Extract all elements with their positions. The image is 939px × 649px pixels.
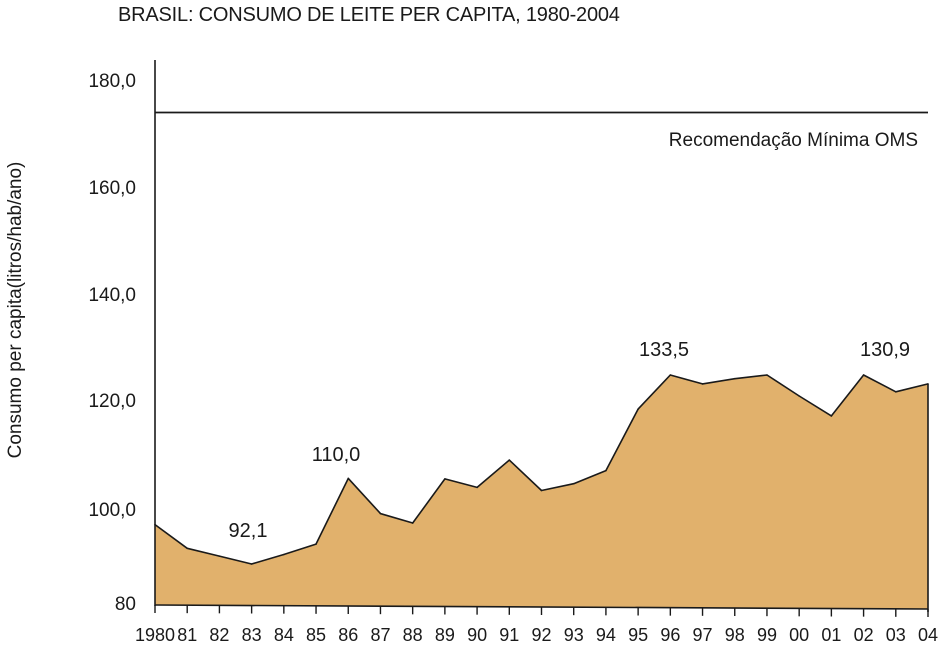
data-point-2000 <box>798 395 800 397</box>
annotation-1986: 110,0 <box>312 444 361 466</box>
x-tick-label-01: 01 <box>821 625 841 645</box>
x-tick-label-97: 97 <box>693 625 713 645</box>
data-point-1992 <box>540 489 543 492</box>
data-point-1993 <box>572 482 575 485</box>
x-tick-label-81: 81 <box>177 625 197 645</box>
x-tick-label-82: 82 <box>209 625 229 645</box>
data-point-1986 <box>347 477 350 480</box>
data-point-1999 <box>766 374 768 376</box>
data-point-1991 <box>508 459 511 461</box>
data-point-1994 <box>605 469 607 472</box>
y-tick-label-120: 120,0 <box>88 391 136 412</box>
y-tick-label-140: 140,0 <box>88 285 136 306</box>
data-point-1997 <box>701 383 704 385</box>
y-tick-label-180: 180,0 <box>88 71 136 92</box>
x-tick-label-88: 88 <box>403 625 423 645</box>
data-point-2002 <box>862 374 865 376</box>
reference-line-label: Recomendação Mínima OMS <box>669 130 918 151</box>
chart-title: BRASIL: CONSUMO DE LEITE PER CAPITA, 198… <box>118 4 620 26</box>
data-point-1982 <box>218 555 221 557</box>
x-tick-label-02: 02 <box>854 625 874 645</box>
x-tick-label-94: 94 <box>596 625 616 645</box>
x-tick-label-91: 91 <box>499 625 519 645</box>
data-point-1987 <box>379 512 382 515</box>
data-point-1983 <box>250 563 253 565</box>
x-tick-label-92: 92 <box>531 625 551 645</box>
data-point-1995 <box>637 408 639 410</box>
x-tick-label-89: 89 <box>435 625 455 645</box>
y-tick-label-80: 80 <box>115 594 136 615</box>
data-point-2001 <box>830 415 833 417</box>
area-fill <box>155 375 928 609</box>
x-tick-label-96: 96 <box>660 625 680 645</box>
x-tick-label-83: 83 <box>242 625 262 645</box>
area-layer <box>154 374 929 609</box>
data-point-1998 <box>733 377 736 380</box>
y-tick-label-100: 100,0 <box>88 500 136 521</box>
data-point-1996 <box>669 374 672 376</box>
label-layer: Recomendação Mínima OMS 80 100,0 120,0 140,0… <box>88 71 938 645</box>
x-tick-label-90: 90 <box>467 625 487 645</box>
data-point-1984 <box>283 553 285 556</box>
data-point-1981 <box>186 547 189 550</box>
axis-layer <box>154 60 929 617</box>
annotation-1996: 133,5 <box>639 339 689 361</box>
data-point-2003 <box>894 391 897 393</box>
x-tick-label-93: 93 <box>564 625 584 645</box>
x-tick-label-04: 04 <box>918 625 938 645</box>
x-tick-label-03: 03 <box>886 625 906 645</box>
x-tick-label-00: 00 <box>789 625 809 645</box>
x-tick-label-1980: 1980 <box>135 625 175 645</box>
x-tick-label-98: 98 <box>725 625 745 645</box>
x-tick-label-86: 86 <box>338 625 358 645</box>
data-point-1985 <box>315 543 317 545</box>
x-tick-label-87: 87 <box>370 625 390 645</box>
annotation-2004: 130,9 <box>860 339 910 361</box>
y-tick-label-160: 160,0 <box>88 178 136 199</box>
data-point-1989 <box>444 478 446 480</box>
data-point-1990 <box>476 486 478 489</box>
x-tick-label-99: 99 <box>757 625 777 645</box>
data-point-1988 <box>411 522 414 524</box>
x-tick-label-84: 84 <box>274 625 294 645</box>
x-tick-label-95: 95 <box>628 625 648 645</box>
annotation-1983: 92,1 <box>229 520 268 542</box>
x-tick-label-85: 85 <box>306 625 326 645</box>
